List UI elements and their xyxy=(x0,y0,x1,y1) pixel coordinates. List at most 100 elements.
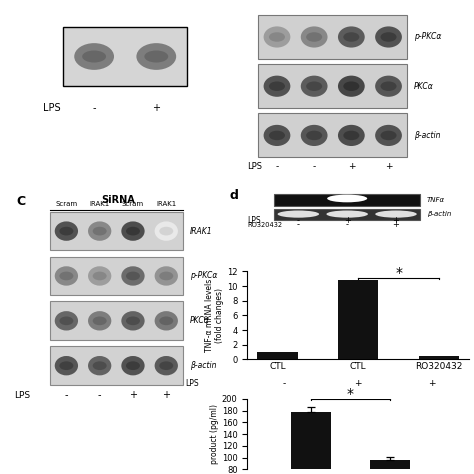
Ellipse shape xyxy=(264,76,291,97)
Ellipse shape xyxy=(137,43,176,70)
Ellipse shape xyxy=(338,76,365,97)
Text: -: - xyxy=(312,163,316,172)
FancyBboxPatch shape xyxy=(258,15,407,59)
Ellipse shape xyxy=(121,266,145,286)
Text: p-PKCα: p-PKCα xyxy=(190,272,217,281)
Ellipse shape xyxy=(269,131,285,140)
Ellipse shape xyxy=(88,356,111,375)
Text: PKCα: PKCα xyxy=(414,82,434,91)
Ellipse shape xyxy=(264,27,291,47)
Text: -: - xyxy=(297,216,300,225)
Text: +: + xyxy=(344,216,351,225)
Y-axis label: product (pg/ml): product (pg/ml) xyxy=(210,404,219,464)
Ellipse shape xyxy=(145,51,168,63)
Ellipse shape xyxy=(126,361,140,370)
Text: Scram: Scram xyxy=(122,201,144,207)
Ellipse shape xyxy=(278,210,319,218)
Ellipse shape xyxy=(159,272,173,280)
Ellipse shape xyxy=(159,317,173,325)
Text: +: + xyxy=(428,379,436,388)
Text: p-PKCα: p-PKCα xyxy=(414,33,441,42)
Text: -: - xyxy=(283,379,286,388)
Text: -: - xyxy=(297,220,300,229)
Ellipse shape xyxy=(88,311,111,330)
Text: -: - xyxy=(275,163,279,172)
Ellipse shape xyxy=(93,317,107,325)
Ellipse shape xyxy=(301,76,328,97)
Text: +: + xyxy=(385,163,392,172)
Ellipse shape xyxy=(155,311,178,330)
Y-axis label: TNF-α mRNA levels
(fold changes): TNF-α mRNA levels (fold changes) xyxy=(205,279,224,352)
Text: IRAK1: IRAK1 xyxy=(156,201,176,207)
Ellipse shape xyxy=(381,82,397,91)
Ellipse shape xyxy=(375,76,402,97)
Ellipse shape xyxy=(93,227,107,236)
Ellipse shape xyxy=(301,27,328,47)
Ellipse shape xyxy=(74,43,114,70)
Text: β-actin: β-actin xyxy=(414,131,440,140)
FancyBboxPatch shape xyxy=(274,194,420,206)
Ellipse shape xyxy=(59,227,73,236)
Text: β-actin: β-actin xyxy=(190,361,216,370)
Ellipse shape xyxy=(306,32,322,42)
Text: +: + xyxy=(355,379,362,388)
Ellipse shape xyxy=(88,221,111,241)
Ellipse shape xyxy=(93,361,107,370)
Text: -: - xyxy=(64,390,68,400)
FancyBboxPatch shape xyxy=(50,346,183,385)
Ellipse shape xyxy=(264,125,291,146)
Ellipse shape xyxy=(121,221,145,241)
Ellipse shape xyxy=(381,32,397,42)
Ellipse shape xyxy=(338,125,365,146)
Bar xyxy=(257,352,298,359)
Ellipse shape xyxy=(306,82,322,91)
Text: +: + xyxy=(392,216,400,225)
Ellipse shape xyxy=(55,311,78,330)
Ellipse shape xyxy=(59,317,73,325)
Text: d: d xyxy=(229,189,238,202)
Text: LPS: LPS xyxy=(14,391,30,400)
FancyBboxPatch shape xyxy=(258,113,407,157)
Ellipse shape xyxy=(327,195,367,202)
FancyBboxPatch shape xyxy=(50,256,183,295)
Text: LPS: LPS xyxy=(43,103,61,113)
Ellipse shape xyxy=(126,227,140,236)
FancyBboxPatch shape xyxy=(274,209,420,219)
Text: LPS: LPS xyxy=(185,379,199,388)
Ellipse shape xyxy=(343,32,359,42)
Text: SiRNA: SiRNA xyxy=(101,195,136,205)
Text: β-actin: β-actin xyxy=(427,211,451,217)
Ellipse shape xyxy=(155,221,178,241)
Ellipse shape xyxy=(126,317,140,325)
FancyBboxPatch shape xyxy=(50,301,183,340)
FancyBboxPatch shape xyxy=(50,212,183,250)
Text: IRAK1: IRAK1 xyxy=(90,201,110,207)
Ellipse shape xyxy=(55,221,78,241)
Text: LPS: LPS xyxy=(247,163,262,172)
Text: *: * xyxy=(395,266,402,280)
Ellipse shape xyxy=(59,272,73,280)
Text: Scram: Scram xyxy=(55,201,77,207)
Text: -: - xyxy=(92,103,96,113)
Ellipse shape xyxy=(343,82,359,91)
Text: TNFα: TNFα xyxy=(427,197,445,203)
Ellipse shape xyxy=(159,227,173,236)
FancyBboxPatch shape xyxy=(258,64,407,108)
Ellipse shape xyxy=(82,51,106,63)
Bar xyxy=(291,412,330,474)
Ellipse shape xyxy=(88,266,111,286)
Ellipse shape xyxy=(55,356,78,375)
Ellipse shape xyxy=(375,210,417,218)
Text: +: + xyxy=(129,390,137,400)
Ellipse shape xyxy=(327,210,368,218)
Bar xyxy=(370,460,410,474)
Ellipse shape xyxy=(375,27,402,47)
Ellipse shape xyxy=(301,125,328,146)
Ellipse shape xyxy=(121,356,145,375)
Ellipse shape xyxy=(381,131,397,140)
Ellipse shape xyxy=(93,272,107,280)
Text: +: + xyxy=(162,390,170,400)
Text: +: + xyxy=(347,163,355,172)
Bar xyxy=(338,280,378,359)
Ellipse shape xyxy=(306,131,322,140)
